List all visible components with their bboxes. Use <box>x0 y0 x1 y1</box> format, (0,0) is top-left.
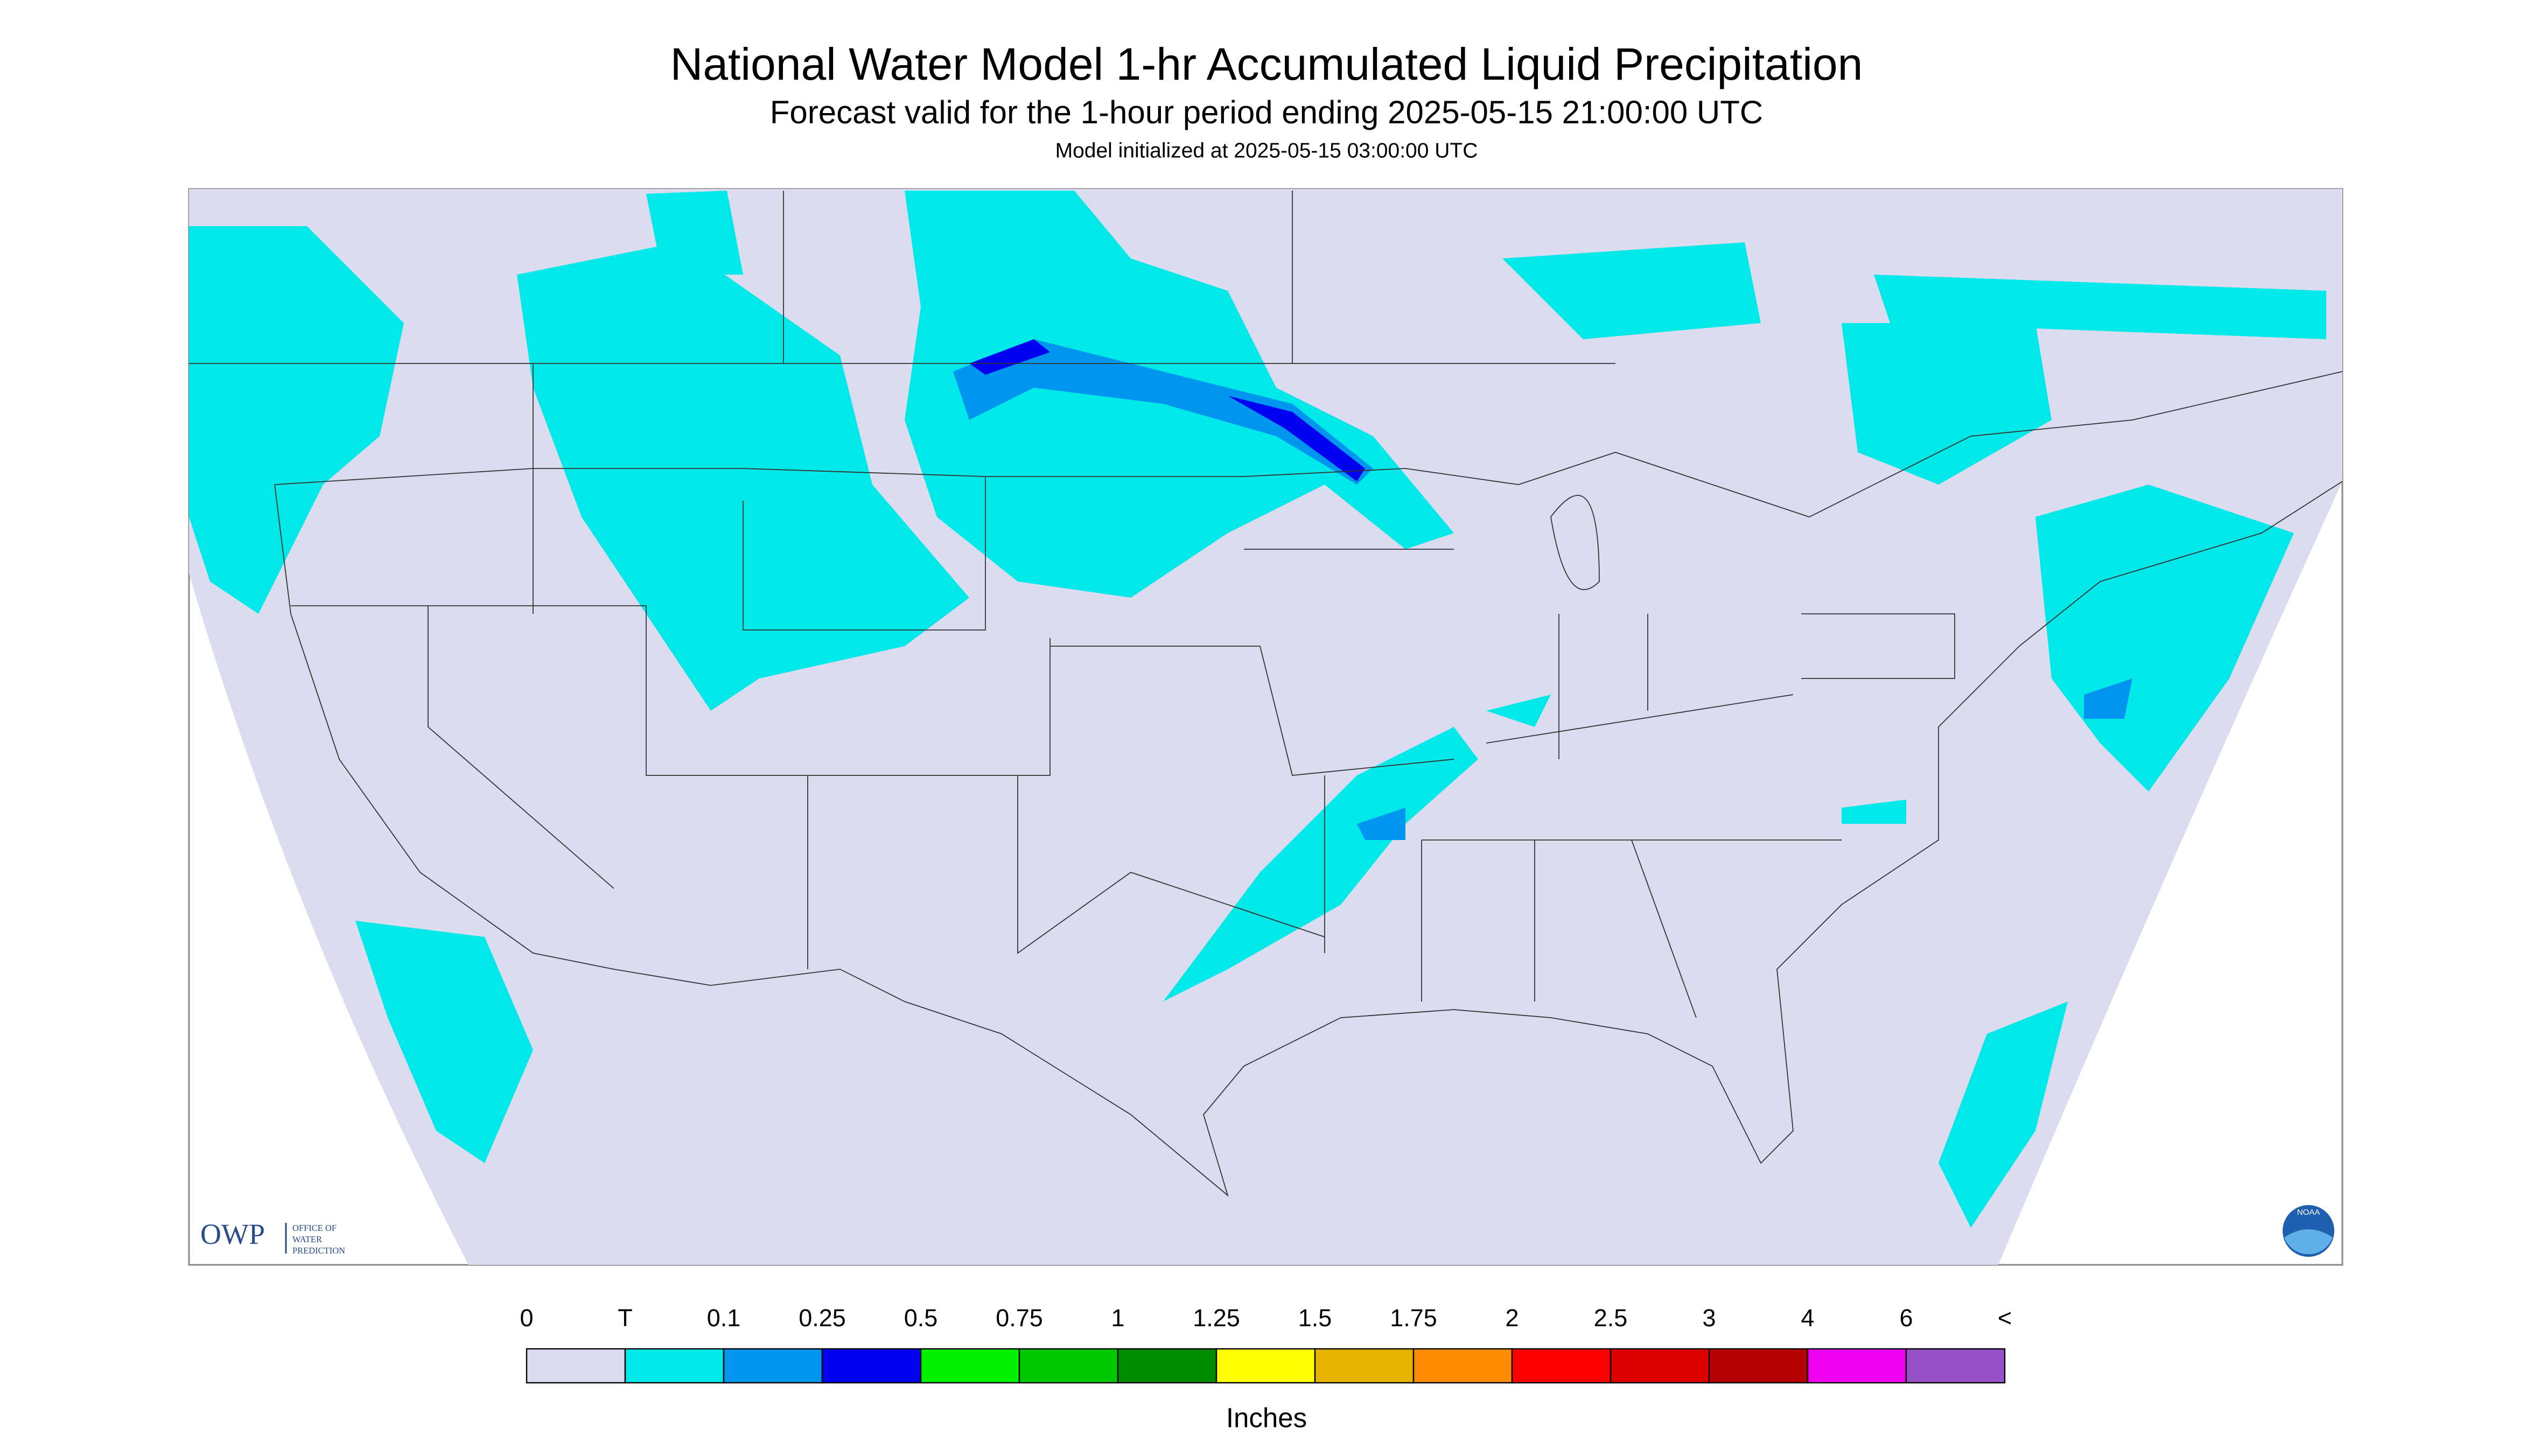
legend-label: 0 <box>520 1304 533 1332</box>
boundaries <box>189 191 2343 1197</box>
legend-swatch <box>1610 1348 1710 1384</box>
legend-swatch <box>526 1348 626 1384</box>
owp-abbreviation: OWP <box>200 1218 265 1250</box>
precip-trace <box>189 191 2326 1228</box>
legend-label: < <box>1998 1304 2012 1332</box>
legend-label: 0.25 <box>799 1304 846 1332</box>
init-time: Model initialized at 2025-05-15 03:00:00… <box>1055 139 1478 162</box>
legend-swatch <box>920 1348 1020 1384</box>
legend-swatch <box>1905 1348 2006 1384</box>
title: National Water Model 1-hr Accumulated Li… <box>670 39 1863 89</box>
legend-label: 1.25 <box>1193 1304 1240 1332</box>
owp-logo: OWP OFFICE OF WATER PREDICTION <box>200 1218 345 1256</box>
legend-label: 1 <box>1111 1304 1124 1332</box>
owp-name-line: OFFICE OF <box>292 1223 337 1233</box>
subtitle: Forecast valid for the 1-hour period end… <box>770 94 1763 130</box>
owp-name-line: WATER <box>292 1234 322 1244</box>
legend-swatch <box>1412 1348 1513 1384</box>
noaa-wave <box>2284 1229 2333 1255</box>
scaled-layout: National Water Model 1-hr Accumulated Li… <box>188 39 2343 1433</box>
legend-swatch <box>1708 1348 1809 1384</box>
legend-swatch <box>1807 1348 1907 1384</box>
owp-name-line: PREDICTION <box>292 1245 345 1256</box>
legend-swatch <box>1117 1348 1217 1384</box>
legend-label: 4 <box>1801 1304 1814 1332</box>
legend-label: T <box>618 1304 633 1332</box>
precip-light <box>953 339 2132 840</box>
legend-swatch <box>624 1348 725 1384</box>
legend-swatch <box>1018 1348 1119 1384</box>
legend-swatch <box>1511 1348 1612 1384</box>
legend-label: 2.5 <box>1594 1304 1628 1332</box>
legend-label: 1.5 <box>1298 1304 1332 1332</box>
legend: 0 T 0.1 0.25 0.5 0.75 1 1.25 1.5 1.75 2 2.5 3 4 6 < <box>520 1304 2012 1384</box>
legend-label: 0.1 <box>707 1304 741 1332</box>
legend-label: 1.75 <box>1390 1304 1437 1332</box>
legend-swatch <box>1314 1348 1415 1384</box>
legend-swatch <box>723 1348 823 1384</box>
precip-moderate <box>969 339 1365 481</box>
legend-unit: Inches <box>1226 1402 1307 1433</box>
legend-label: 0.75 <box>996 1304 1043 1332</box>
legend-swatch <box>1215 1348 1316 1384</box>
noaa-logo: NOAA <box>2283 1205 2334 1257</box>
map <box>188 188 2343 1266</box>
legend-swatch <box>821 1348 922 1384</box>
legend-label: 3 <box>1702 1304 1716 1332</box>
legend-label: 2 <box>1505 1304 1519 1332</box>
legend-label: 6 <box>1899 1304 1913 1332</box>
legend-label: 0.5 <box>904 1304 938 1332</box>
noaa-text: NOAA <box>2297 1208 2320 1217</box>
